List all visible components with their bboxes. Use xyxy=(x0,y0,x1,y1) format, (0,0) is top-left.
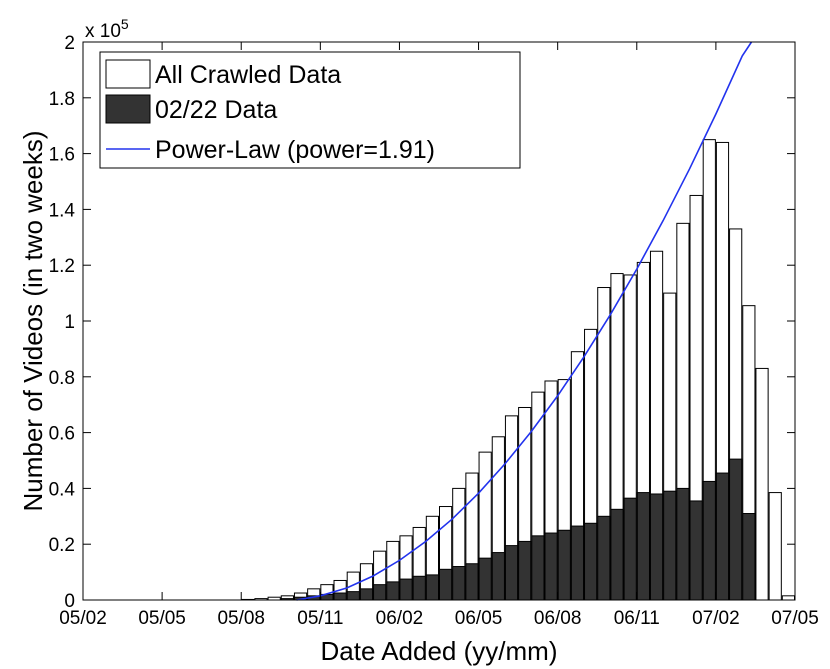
bar-0222-data xyxy=(373,584,387,601)
bar-0222-data xyxy=(439,568,453,601)
x-tick-label: 06/02 xyxy=(376,608,424,629)
bar-0222-data xyxy=(425,574,439,601)
bar-0222-data xyxy=(676,487,690,601)
x-tick-label: 07/05 xyxy=(771,608,819,629)
x-axis-label: Date Added (yy/mm) xyxy=(321,636,558,666)
bar-0222-data xyxy=(570,525,585,601)
bar-0222-data xyxy=(504,545,519,601)
y-tick-label: 0.8 xyxy=(49,368,75,389)
bar-0222-data xyxy=(346,591,360,601)
bar-0222-data xyxy=(399,578,413,601)
x-tick-label: 06/08 xyxy=(534,608,582,629)
bar-0222-data xyxy=(729,458,743,601)
bar-0222-data xyxy=(359,588,374,601)
x-tick-label: 05/02 xyxy=(59,608,107,629)
0222-data-bars xyxy=(280,458,756,601)
bar-0222-data xyxy=(702,480,716,601)
bar-0222-data xyxy=(715,472,730,601)
bar-0222-data xyxy=(597,515,611,601)
legend-label-all-crawled: All Crawled Data xyxy=(155,61,341,89)
x-axis-ticks: 05/02 05/05 05/08 05/11 06/02 06/05 06/08 06/11… xyxy=(59,42,819,629)
bar-0222-data xyxy=(531,535,545,601)
legend-swatch-0222-data xyxy=(105,94,151,124)
y-tick-label: 0.2 xyxy=(49,535,75,556)
y-multiplier-label: x 105 xyxy=(85,16,129,42)
y-tick-label: 0 xyxy=(64,591,75,612)
x-tick-label: 05/08 xyxy=(217,608,265,629)
y-tick-label: 1 xyxy=(64,312,75,333)
y-tick-label: 2 xyxy=(64,33,75,54)
bar-all-crawled xyxy=(781,595,795,601)
power-law-line xyxy=(296,41,753,601)
y-tick-label: 1.6 xyxy=(49,145,75,166)
y-tick-label: 0.6 xyxy=(49,424,75,445)
bar-0222-data xyxy=(663,490,677,601)
legend-label-power-law: Power-Law (power=1.91) xyxy=(155,136,435,164)
bar-0222-data xyxy=(636,492,650,601)
legend-swatch-all-crawled xyxy=(105,59,151,89)
bar-0222-data xyxy=(465,563,479,601)
x-tick-label: 06/05 xyxy=(455,608,503,629)
x-tick-label: 05/05 xyxy=(138,608,186,629)
bar-all-crawled xyxy=(768,492,782,601)
bar-0222-data xyxy=(623,497,637,601)
bar-0222-data xyxy=(518,540,532,601)
bar-0222-data xyxy=(689,500,703,601)
y-tick-label: 1.2 xyxy=(49,256,75,277)
legend-box xyxy=(99,51,521,169)
bar-0222-data xyxy=(386,581,400,601)
bar-0222-data xyxy=(544,532,558,601)
bar-0222-data xyxy=(584,522,598,601)
bar-0222-data xyxy=(557,529,571,601)
x-tick-label: 06/11 xyxy=(614,608,660,629)
y-tick-label: 1.4 xyxy=(49,200,76,221)
bar-0222-data xyxy=(610,508,624,601)
bar-0222-data xyxy=(412,575,426,601)
bar-0222-data xyxy=(333,592,347,601)
bar-0222-data xyxy=(742,513,756,601)
y-tick-label: 1.8 xyxy=(49,89,75,110)
x-tick-label: 07/02 xyxy=(692,608,740,629)
y-tick-label: 0.4 xyxy=(49,479,76,500)
y-axis-ticks: 0 0.2 0.4 0.6 0.8 1 1.2 1.4 1.6 1.8 2 xyxy=(49,33,795,612)
bar-0222-data xyxy=(478,557,492,601)
bar-0222-data xyxy=(649,493,664,601)
bar-0222-data xyxy=(452,566,466,601)
y-axis-label: Number of Videos (in two weeks) xyxy=(18,130,48,511)
x-tick-label: 05/11 xyxy=(297,608,343,629)
legend: All Crawled Data 02/22 Data Power-Law (p… xyxy=(99,51,521,169)
legend-label-0222-data: 02/22 Data xyxy=(155,96,277,124)
bar-0222-data xyxy=(491,552,505,601)
bar-all-crawled xyxy=(755,367,769,601)
